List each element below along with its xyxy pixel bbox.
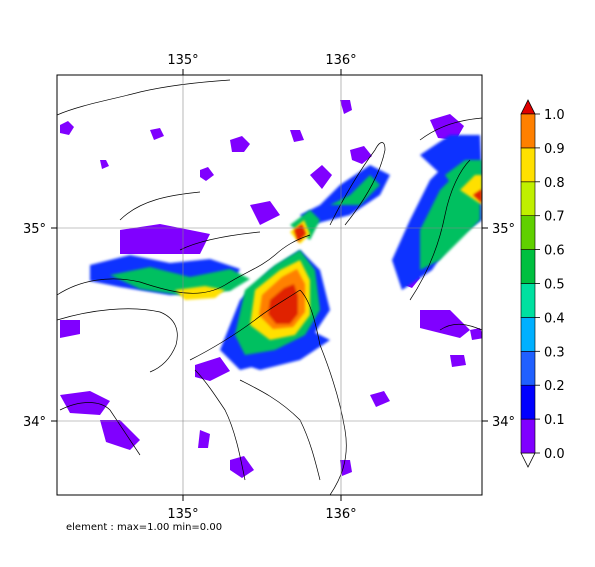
graticule xyxy=(57,75,482,495)
colorbar-box xyxy=(520,384,536,420)
top-lon-label-136: 136° xyxy=(325,53,356,68)
colorbar-label: 0.1 xyxy=(544,413,565,428)
colorbar-box xyxy=(520,317,536,352)
colorbar-label: 0.2 xyxy=(544,379,565,394)
element-range-note: element : max=1.00 min=0.00 xyxy=(66,522,223,533)
axis-labels: 135° 136° 135° 136° 35° 34° 35° 34° xyxy=(23,53,515,522)
colorbar-label: 0.7 xyxy=(544,210,565,225)
colorbar-label: 1.0 xyxy=(544,108,565,123)
colorbar-box xyxy=(520,283,536,318)
left-lat-label-35: 35° xyxy=(23,222,46,237)
colorbar-box xyxy=(520,249,536,284)
element-field xyxy=(60,100,482,478)
colorbar-box xyxy=(520,113,536,149)
right-lat-label-34: 34° xyxy=(492,415,515,430)
field-red xyxy=(259,189,482,329)
top-lon-label-135: 135° xyxy=(167,53,198,68)
colorbar-box xyxy=(520,418,536,454)
tick-marks xyxy=(51,69,488,501)
colorbar-label: 0.0 xyxy=(544,447,565,462)
bottom-lon-label-135: 135° xyxy=(167,507,198,522)
colorbar-label: 0.8 xyxy=(544,176,565,191)
colorbar-over-triangle xyxy=(520,99,536,115)
coastlines xyxy=(57,79,482,495)
plot-frame xyxy=(56,74,483,496)
field-speckle xyxy=(60,100,482,478)
colorbar-label: 0.3 xyxy=(544,345,565,360)
map-plot-area xyxy=(51,69,488,501)
colorbar-label: 0.5 xyxy=(544,278,565,293)
right-lat-label-35: 35° xyxy=(492,222,515,237)
colorbar-label: 0.9 xyxy=(544,142,565,157)
colorbar-label: 0.4 xyxy=(544,311,565,326)
colorbar-box xyxy=(520,215,536,250)
colorbar-box xyxy=(520,350,536,386)
left-lat-label-34: 34° xyxy=(23,415,46,430)
colorbar: 0.0 0.1 0.2 0.3 0.4 0.5 0.6 0.7 0.8 0.9 1.0 xyxy=(520,99,565,468)
colorbar-label: 0.6 xyxy=(544,244,565,259)
bottom-lon-label-136: 136° xyxy=(325,507,356,522)
colorbar-box xyxy=(520,181,536,217)
colorbar-under-triangle xyxy=(520,452,536,468)
colorbar-box xyxy=(520,147,536,183)
